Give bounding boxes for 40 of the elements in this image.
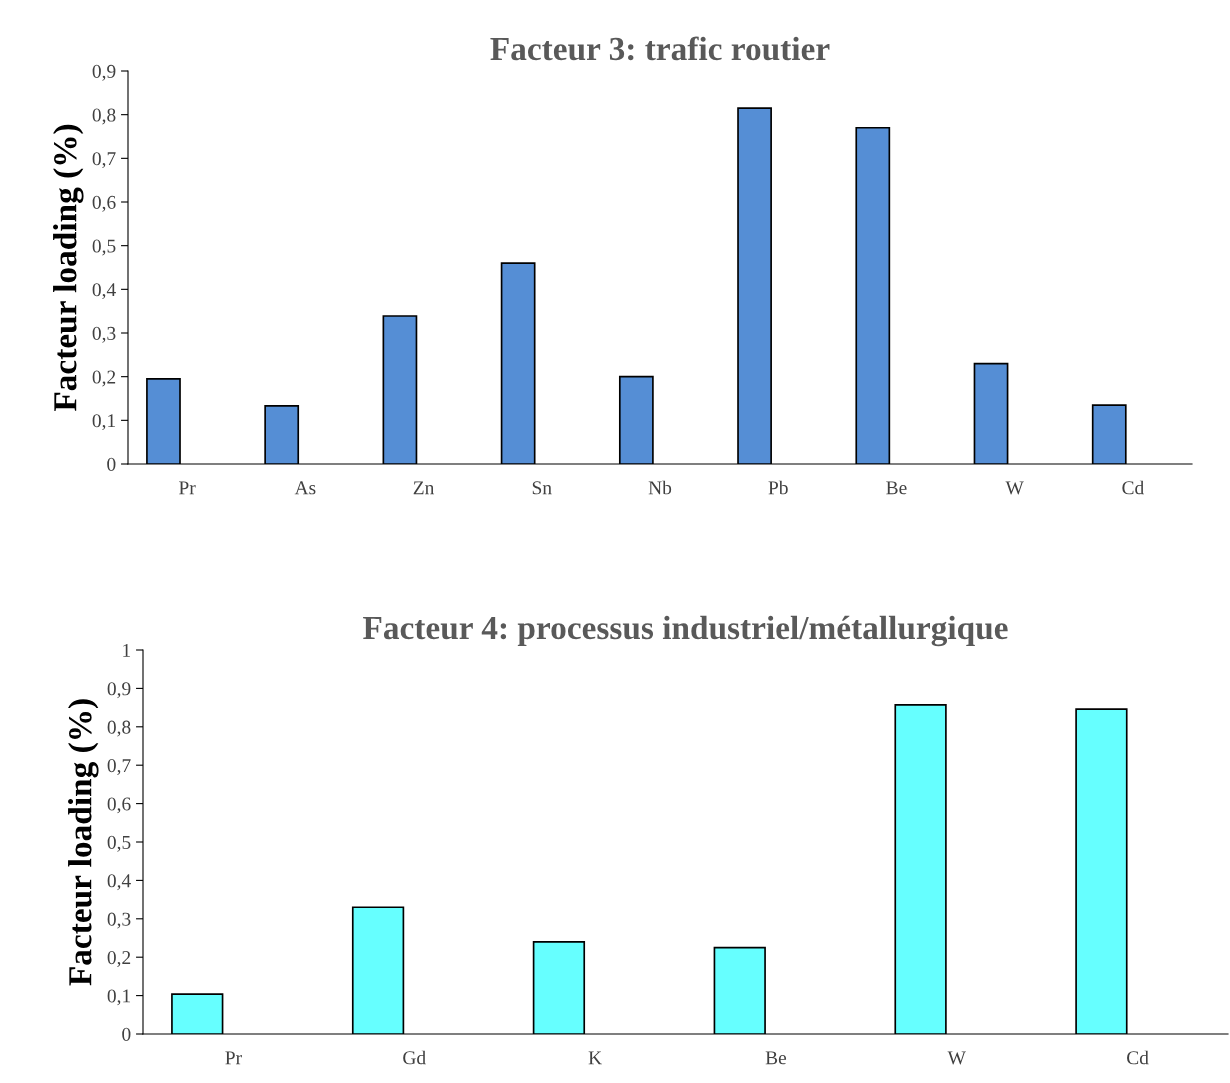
y-tick-label: 0,3 (92, 326, 116, 343)
y-tick-label: 0,8 (107, 720, 131, 737)
y-tick-label: 0,9 (107, 682, 131, 699)
x-tick-label: Be (886, 481, 907, 495)
y-tick-label: 0,5 (107, 835, 131, 852)
x-tick-label: Zn (413, 481, 435, 495)
y-axis-title: Facteur loading (%) (53, 124, 84, 412)
x-tick-label: Be (765, 1051, 787, 1065)
y-tick-label: 0,3 (107, 912, 131, 929)
y-axis-title: Facteur loading (%) (68, 699, 99, 986)
x-tick-label: Pb (768, 480, 788, 495)
x-tick-label: Cd (1122, 480, 1144, 495)
y-tick-label: 0,2 (92, 370, 116, 387)
x-tick-label: Cd (1127, 1050, 1149, 1065)
y-tick-label: 0,1 (107, 989, 131, 1006)
chart-title: Facteur 4: processus industriel/métallurgique (363, 615, 1008, 647)
y-tick-label: 0 (122, 1027, 131, 1041)
y-tick-label: 0,6 (92, 195, 116, 212)
y-tick-label: 0,4 (107, 874, 131, 891)
y-tick-label: 1 (123, 643, 131, 657)
y-tick-label: 0,7 (92, 152, 116, 169)
y-tick-label: 0,4 (92, 283, 116, 300)
x-tick-label: As (294, 481, 316, 495)
y-tick-label: 0,5 (92, 239, 116, 256)
x-tick-label: Sn (532, 481, 552, 495)
y-tick-label: 0,2 (107, 951, 131, 967)
y-tick-label: 0,6 (107, 797, 131, 814)
x-tick-label: W (1005, 481, 1024, 495)
chart-title: Facteur 3: trafic routier (490, 36, 830, 61)
x-tick-label: K (588, 1051, 602, 1065)
y-tick-label: 0,8 (92, 108, 116, 125)
x-tick-label: Pr (225, 1051, 242, 1065)
x-tick-label: Pr (179, 481, 196, 495)
x-tick-label: Nb (648, 480, 672, 495)
y-tick-label: 0 (107, 457, 116, 471)
y-tick-label: 0,1 (92, 414, 116, 431)
x-tick-label: W (947, 1051, 966, 1065)
y-tick-label: 0,7 (107, 759, 131, 775)
x-tick-label: Gd (403, 1050, 426, 1065)
y-tick-label: 0,9 (92, 64, 116, 81)
